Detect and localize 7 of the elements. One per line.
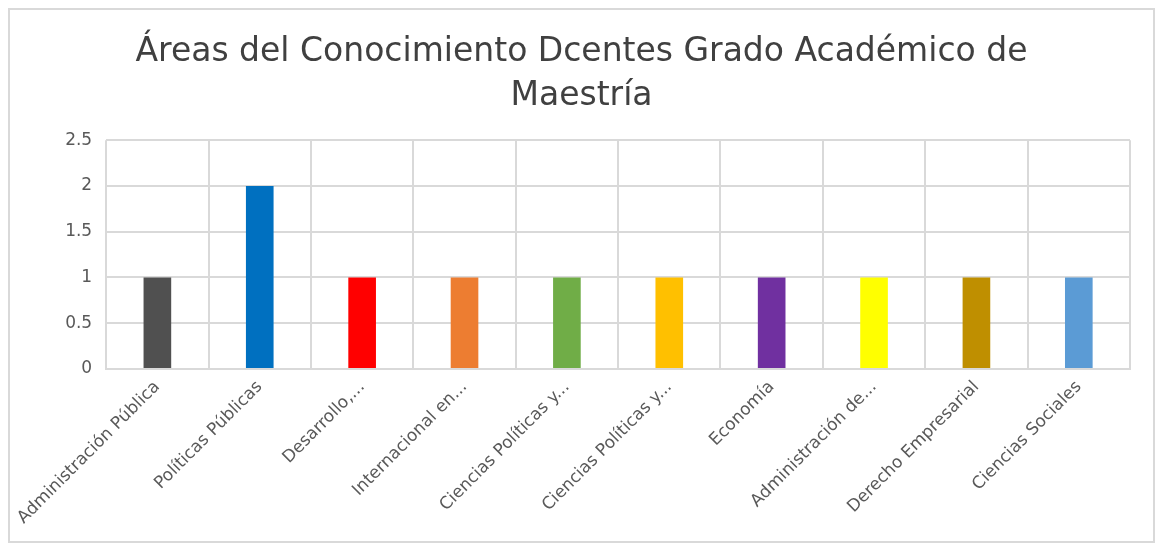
- y-tick-label: 1: [81, 265, 93, 286]
- y-tick-label: 2: [81, 174, 93, 195]
- y-tick-label: 0: [81, 357, 93, 378]
- y-tick-label: 2.5: [65, 128, 93, 149]
- y-tick-label: 0.5: [65, 311, 93, 332]
- chart-title: Áreas del Conocimiento Dcentes Grado Académico de Maestría: [134, 28, 1029, 115]
- y-tick-label: 1.5: [65, 220, 93, 241]
